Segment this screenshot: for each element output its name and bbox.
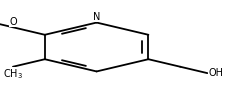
Text: OH: OH — [208, 68, 223, 78]
Text: N: N — [93, 12, 100, 22]
Text: O: O — [9, 17, 17, 27]
Text: $\mathregular{CH_3}$: $\mathregular{CH_3}$ — [3, 67, 23, 81]
